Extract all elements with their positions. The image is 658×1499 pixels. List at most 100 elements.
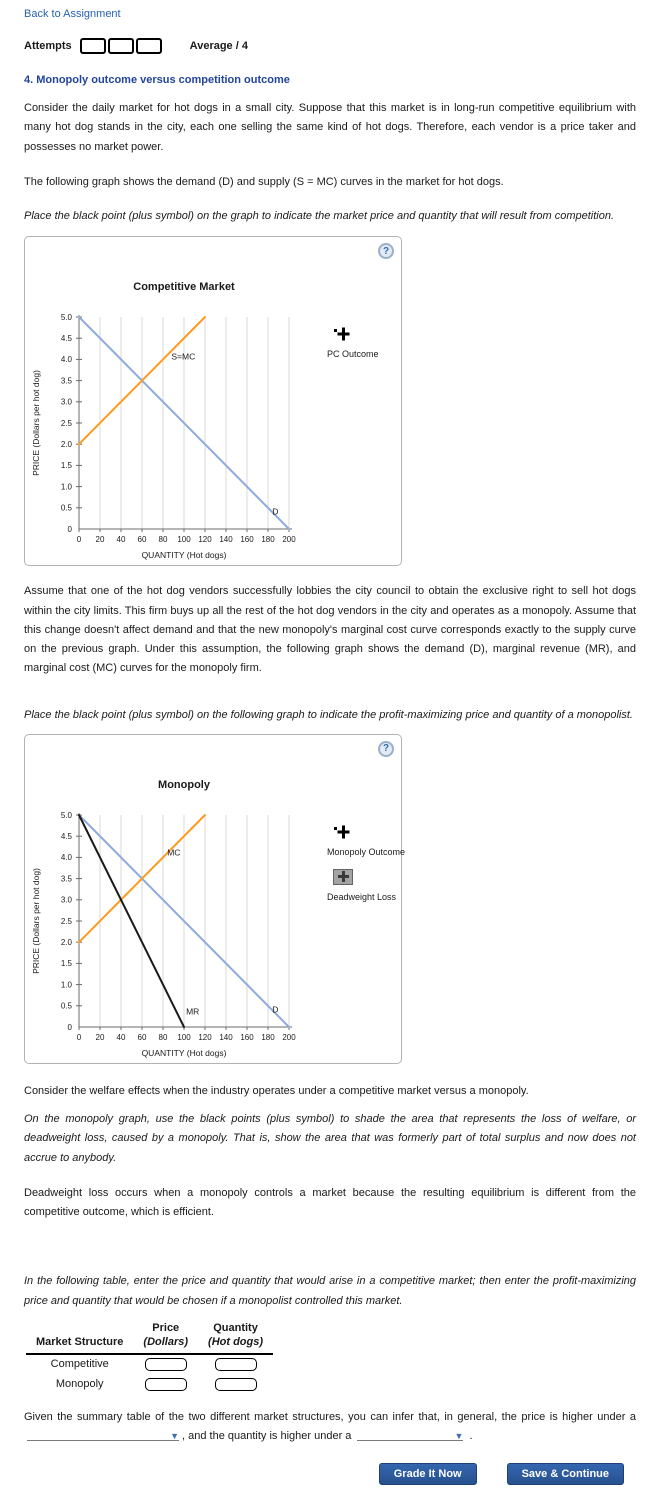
row-label: Monopoly xyxy=(55,1377,104,1390)
monopoly-price-input[interactable] xyxy=(144,1377,187,1391)
y-tick-label: 1.5 xyxy=(61,461,73,470)
x-axis-title: QUANTITY (Hot dogs) xyxy=(142,550,227,560)
inference-comma: , xyxy=(182,1430,186,1443)
save-continue-button[interactable]: Save & Continue xyxy=(506,1462,624,1485)
quantity-higher-dropdown[interactable]: ▼ xyxy=(357,1428,464,1442)
deadweight-loss-tool: Deadweight Loss xyxy=(327,868,405,902)
series-label-MR: MR xyxy=(186,1006,199,1016)
grade-it-now-button[interactable]: Grade It Now xyxy=(378,1462,477,1485)
x-tick-label: 140 xyxy=(219,1033,233,1042)
y-tick-label: 4.0 xyxy=(61,355,73,364)
y-tick-label: 1.0 xyxy=(61,483,73,492)
average-label: Average / 4 xyxy=(189,40,248,52)
y-tick-label: 3.5 xyxy=(61,874,73,883)
competitive-market-chart[interactable]: Competitive Market 0 0.5 1.0 1.5 2.0 2.5 3.0 3.5… xyxy=(29,243,321,566)
y-tick-label: 0 xyxy=(68,1023,73,1032)
y-tick-label: 4.0 xyxy=(61,853,73,862)
chart-svg: Competitive Market 0 0.5 1.0 1.5 2.0 2.5 3.0 3.5… xyxy=(31,281,296,560)
monopoly-quantity-input[interactable] xyxy=(214,1377,257,1391)
action-buttons: Grade It Now Save & Continue xyxy=(24,1462,636,1485)
y-tick-label: 3.5 xyxy=(61,377,73,386)
price-header-label: Price xyxy=(152,1321,180,1334)
series-label-MC: MC xyxy=(167,847,180,857)
y-axis-title: PRICE (Dollars per hot dog) xyxy=(31,868,41,974)
attempts-label: Attempts xyxy=(24,40,72,52)
x-tick-label: 120 xyxy=(198,1033,212,1042)
inference-text-2: and the quantity is higher under a xyxy=(188,1430,352,1443)
y-tick-label: 5.0 xyxy=(61,313,73,322)
monopoly-panel: ? Monopoly 0 0.5 1.0 1.5 2.0 2.5 3.0 3.5 4.0 4.5 5.… xyxy=(24,733,405,1064)
price-higher-dropdown[interactable]: ▼ xyxy=(27,1428,179,1442)
competitive-price-input[interactable] xyxy=(144,1358,187,1372)
x-tick-label: 160 xyxy=(240,535,254,544)
attempt-box-2 xyxy=(107,38,134,54)
x-tick-label: 100 xyxy=(177,1033,191,1042)
competitive-quantity-input[interactable] xyxy=(214,1358,257,1372)
y-tick-label: 1.0 xyxy=(61,980,73,989)
price-header-units: (Dollars) xyxy=(143,1336,189,1349)
table-header-price: Price (Dollars) xyxy=(133,1321,198,1355)
chart-svg: Monopoly 0 0.5 1.0 1.5 2.0 2.5 3.0 3.5 4.0 4.5 5.0 0… xyxy=(31,779,296,1058)
x-tick-label: 180 xyxy=(261,535,275,544)
table-header-quantity: Quantity (Hot dogs) xyxy=(198,1321,273,1355)
y-tick-label: 0.5 xyxy=(61,504,73,513)
attempt-box-3 xyxy=(135,38,162,54)
x-tick-label: 80 xyxy=(159,535,168,544)
monopoly-instruction: Place the black point (plus symbol) on t… xyxy=(24,708,633,721)
series-label-D: D xyxy=(272,1004,278,1014)
x-tick-label: 0 xyxy=(77,535,82,544)
monopoly-chart[interactable]: Monopoly 0 0.5 1.0 1.5 2.0 2.5 3.0 3.5 4.0 4.5 5.0 0… xyxy=(29,741,321,1064)
y-tick-label: 0 xyxy=(68,525,73,534)
help-icon[interactable]: ? xyxy=(378,740,394,757)
pc-outcome-tool: PC Outcome xyxy=(327,327,401,359)
x-tick-label: 60 xyxy=(138,535,147,544)
monopoly-outcome-tool: Monopoly Outcome xyxy=(327,825,405,857)
plus-marker-icon[interactable] xyxy=(333,825,350,839)
y-tick-label: 1.5 xyxy=(61,959,73,968)
tool-label: PC Outcome xyxy=(327,349,379,360)
chart-tools: Monopoly Outcome Deadweight Loss xyxy=(321,741,405,1064)
y-axis-title: PRICE (Dollars per hot dog) xyxy=(31,370,41,476)
y-tick-label: 2.0 xyxy=(61,938,73,947)
chart-tools: PC Outcome xyxy=(321,243,401,566)
x-tick-label: 120 xyxy=(198,535,212,544)
x-tick-label: 160 xyxy=(240,1033,254,1042)
y-tick-label: 2.0 xyxy=(61,440,73,449)
back-to-assignment-link[interactable]: Back to Assignment xyxy=(24,8,121,20)
table-header-row: Market Structure Price (Dollars) Quantit… xyxy=(26,1321,274,1355)
competitive-market-panel: ? Competitive Market 0 0.5 1.0 1.5 2.0 2.5 3.0 3… xyxy=(24,236,402,567)
table-instruction: In the following table, enter the price … xyxy=(24,1275,636,1307)
series-line-D xyxy=(78,813,290,1028)
y-tick-label: 2.5 xyxy=(61,419,73,428)
section-title: 4. Monopoly outcome versus competition o… xyxy=(24,74,290,86)
x-tick-label: 40 xyxy=(117,535,126,544)
x-tick-label: 80 xyxy=(159,1033,168,1042)
y-tick-label: 5.0 xyxy=(61,811,73,820)
y-tick-label: 0.5 xyxy=(61,1001,73,1010)
series-line-D xyxy=(78,316,290,531)
attempts-row: Attempts Average / 4 xyxy=(24,38,636,54)
chevron-down-icon: ▼ xyxy=(454,1431,464,1442)
y-tick-label: 3.0 xyxy=(61,398,73,407)
plus-marker-icon[interactable] xyxy=(333,327,350,341)
quantity-header-label: Quantity xyxy=(213,1321,258,1334)
attempt-boxes xyxy=(79,38,162,54)
help-icon[interactable]: ? xyxy=(378,243,394,260)
x-tick-label: 100 xyxy=(177,535,191,544)
shade-instruction: On the monopoly graph, use the black poi… xyxy=(24,1113,636,1164)
competitive-instruction: Place the black point (plus symbol) on t… xyxy=(24,210,615,222)
inference-period: . xyxy=(469,1430,473,1443)
shade-tool-icon[interactable] xyxy=(333,868,353,885)
series-line-MC xyxy=(78,813,206,943)
series-label-D: D xyxy=(272,507,278,517)
series-line-MR xyxy=(78,813,185,1028)
tool-label: Deadweight Loss xyxy=(327,891,397,902)
series-label-S=MC: S=MC xyxy=(171,352,195,362)
x-tick-label: 200 xyxy=(282,535,296,544)
chevron-down-icon: ▼ xyxy=(170,1431,179,1442)
market-structure-table: Market Structure Price (Dollars) Quantit… xyxy=(26,1321,274,1394)
inference-text-1: Given the summary table of the two diffe… xyxy=(24,1411,636,1424)
graph-description-paragraph: The following graph shows the demand (D)… xyxy=(24,175,504,188)
table-header-market-structure: Market Structure xyxy=(36,1336,124,1349)
x-tick-label: 0 xyxy=(77,1033,82,1042)
